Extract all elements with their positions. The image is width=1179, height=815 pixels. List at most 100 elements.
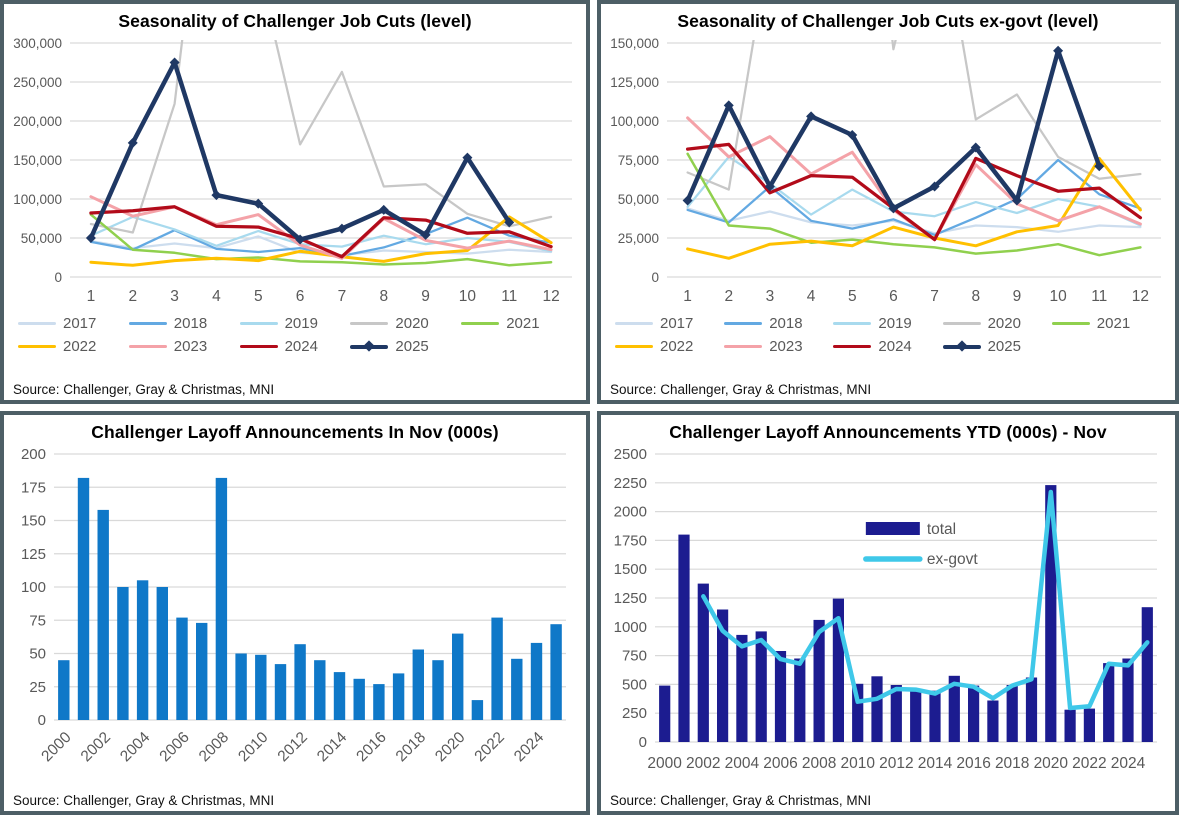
y-tick-label: 0 xyxy=(54,270,62,285)
diamond-marker xyxy=(211,190,222,201)
legend-label: 2025 xyxy=(395,338,429,355)
diamond-marker xyxy=(929,181,940,192)
panel-seasonality-level: Seasonality of Challenger Job Cuts (leve… xyxy=(0,0,590,404)
bar-2018 xyxy=(1006,685,1018,742)
x-tick-label: 10 xyxy=(459,288,477,305)
legend-label: 2023 xyxy=(173,338,208,355)
diamond-marker xyxy=(847,130,858,141)
legend-item-2021: 2021 xyxy=(1051,315,1161,332)
legend-item-2025: 2025 xyxy=(350,338,461,355)
bar-2013 xyxy=(910,690,922,742)
legend-swatch-2017 xyxy=(18,322,56,325)
y-tick-label: 1500 xyxy=(614,561,647,578)
legend-item-2019: 2019 xyxy=(239,315,351,332)
source-note: Source: Challenger, Gray & Christmas, MN… xyxy=(13,793,275,808)
bar-2021 xyxy=(1064,709,1076,742)
legend-swatch-2018 xyxy=(724,322,763,325)
y-tick-label: 2000 xyxy=(614,504,647,521)
legend-item-2020: 2020 xyxy=(350,315,461,332)
bar-2023 xyxy=(511,658,523,720)
x-tick-label: 12 xyxy=(1132,288,1149,305)
x-tick-label: 7 xyxy=(930,288,939,305)
diamond-marker xyxy=(1053,45,1064,56)
legend-item-2018: 2018 xyxy=(724,315,833,332)
y-tick-label: 50,000 xyxy=(618,192,659,207)
legend-swatch-2023 xyxy=(128,345,167,348)
bar-2024 xyxy=(1122,658,1134,742)
x-tick-label: 2016 xyxy=(956,755,990,772)
legend-swatch-2018 xyxy=(128,322,167,325)
x-tick-label: 2018 xyxy=(393,729,429,765)
x-tick-label: 2008 xyxy=(802,755,836,772)
diamond-marker xyxy=(723,100,734,111)
source-note: Source: Challenger, Gray & Christmas, MN… xyxy=(610,793,872,808)
x-tick-label: 2012 xyxy=(879,755,913,772)
bar-2025 xyxy=(1141,607,1153,742)
legend-label: 2024 xyxy=(284,338,318,355)
series-2020 xyxy=(89,40,553,234)
legend-swatch-2019 xyxy=(833,322,872,325)
bar-2003 xyxy=(717,609,729,742)
y-tick-label: 75,000 xyxy=(618,153,659,168)
legend-swatch-2024 xyxy=(239,345,278,348)
legend-item-2022: 2022 xyxy=(615,338,724,355)
chart-title-seasonality-exgovt: Seasonality of Challenger Job Cuts ex-go… xyxy=(677,11,1099,31)
legend-label: 2019 xyxy=(878,315,912,332)
legend-swatch-2022 xyxy=(615,345,653,348)
bar-2010 xyxy=(852,683,864,742)
bar-2020 xyxy=(1045,485,1057,742)
legend-item-2025: 2025 xyxy=(942,338,1052,355)
series-2021 xyxy=(89,213,553,267)
bar-2011 xyxy=(274,664,287,720)
y-tick-label: 0 xyxy=(651,270,659,285)
x-tick-label: 2014 xyxy=(918,755,953,772)
x-tick-label: 2004 xyxy=(725,755,760,772)
legend-label: 2021 xyxy=(506,315,540,332)
bar-2006 xyxy=(774,651,787,742)
y-tick-label: 200 xyxy=(21,446,46,463)
x-tick-label: 2020 xyxy=(432,729,469,766)
legend-label: 2020 xyxy=(987,315,1021,332)
diamond-marker xyxy=(169,57,180,68)
bar-2001 xyxy=(678,534,690,742)
legend-label: 2018 xyxy=(173,315,208,332)
bar-2025 xyxy=(550,624,562,720)
diamond-marker xyxy=(1011,195,1022,206)
x-tick-label: 2000 xyxy=(647,755,682,772)
y-tick-label: 150,000 xyxy=(610,36,659,51)
x-tick-label: 2010 xyxy=(235,729,272,766)
series-2020 xyxy=(686,40,1142,191)
series-2018 xyxy=(686,158,1142,237)
x-tick-label: 9 xyxy=(421,288,430,305)
series-2019 xyxy=(89,215,553,253)
bar-2022 xyxy=(1083,708,1095,742)
seasonality-level-chart: 0 50,000 100,000 150,000 200,000 250,000 300,0… xyxy=(4,33,586,313)
x-tick-label: 2004 xyxy=(117,729,154,766)
legend-swatch-2025 xyxy=(942,340,981,352)
bar-2022 xyxy=(491,617,503,720)
ytd-announcements-plot: 0 250 500 750 1000 1250 1500 1750 2000 2250 2500 20… xyxy=(614,446,1157,772)
x-tick-label: 6 xyxy=(296,288,305,305)
series-2025 xyxy=(682,45,1105,214)
diamond-marker xyxy=(253,198,264,209)
bar-2016 xyxy=(373,684,385,720)
bar-2016 xyxy=(968,685,980,742)
bar-2012 xyxy=(890,685,902,742)
y-tick-label: 200,000 xyxy=(13,114,62,129)
bar-2003 xyxy=(117,587,129,720)
diamond-marker xyxy=(295,234,306,245)
x-tick-label: 1 xyxy=(683,288,692,305)
diamond-marker xyxy=(764,181,775,192)
bar-2023 xyxy=(1103,663,1115,742)
panel-seasonality-exgovt: Seasonality of Challenger Job Cuts ex-go… xyxy=(597,0,1179,404)
x-tick-label: 7 xyxy=(338,288,347,305)
bar-2021 xyxy=(471,700,484,720)
series-2017 xyxy=(686,207,1142,235)
x-tick-label: 8 xyxy=(971,288,980,305)
legend-item-2017: 2017 xyxy=(18,315,129,332)
x-tick-label: 2024 xyxy=(511,729,548,766)
legend-item-2023: 2023 xyxy=(724,338,833,355)
series-2022 xyxy=(686,156,1142,260)
source-note: Source: Challenger, Gray & Christmas, MN… xyxy=(13,382,275,397)
